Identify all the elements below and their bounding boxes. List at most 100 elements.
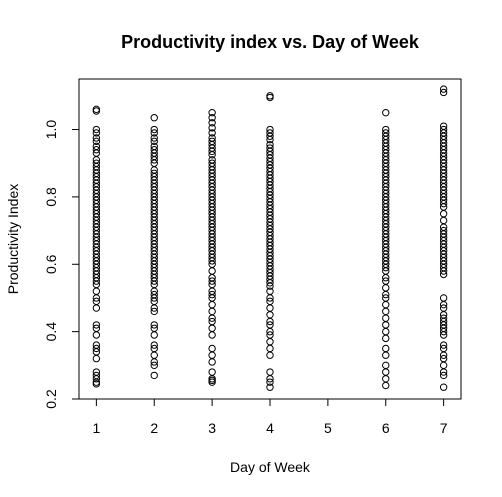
- data-point: [208, 307, 216, 316]
- data-point: [92, 321, 101, 329]
- data-point: [439, 361, 448, 370]
- data-point: [208, 124, 216, 132]
- data-point: [208, 300, 216, 309]
- data-point: [266, 375, 274, 383]
- data-point: [382, 321, 390, 329]
- x-axis: 1 2 3 4 5 6 7: [92, 398, 448, 436]
- x-axis-label: Day of Week: [230, 459, 311, 475]
- y-tick-label: 0.2: [43, 389, 59, 409]
- data-point: [439, 300, 448, 309]
- data-point: [382, 290, 390, 299]
- data-point: [150, 304, 158, 312]
- y-tick-label: 0.6: [43, 254, 59, 274]
- data-point: [266, 279, 274, 287]
- data-point: [208, 368, 216, 376]
- data-point: [150, 114, 158, 122]
- x-tick-label: 5: [324, 420, 332, 436]
- data-point: [382, 361, 390, 370]
- data-point: [92, 331, 101, 339]
- data-point: [266, 132, 274, 140]
- data-point: [208, 129, 216, 137]
- data-point: [266, 327, 274, 336]
- data-point: [92, 277, 101, 285]
- y-axis-label: Productivity Index: [5, 184, 21, 295]
- data-point: [382, 314, 390, 322]
- data-point: [266, 317, 274, 326]
- data-point: [439, 383, 448, 391]
- data-point: [382, 284, 390, 292]
- data-point: [208, 114, 216, 122]
- data-point: [150, 134, 158, 142]
- y-axis: 0.2 0.4 0.6 0.8 1.0: [43, 120, 80, 409]
- data-point: [439, 210, 448, 218]
- data-point: [382, 375, 390, 383]
- data-point: [266, 344, 274, 353]
- data-point: [382, 307, 390, 316]
- data-point: [208, 378, 216, 386]
- data-point: [92, 129, 101, 137]
- y-tick-label: 1.0: [43, 120, 59, 140]
- data-point: [150, 321, 158, 329]
- x-tick-label: 1: [92, 420, 100, 436]
- chart-title: Productivity index vs. Day of Week: [121, 32, 420, 52]
- data-point: [150, 294, 158, 302]
- data-point: [92, 137, 101, 146]
- data-point: [150, 277, 158, 285]
- data-point: [266, 378, 274, 386]
- data-point: [208, 290, 216, 299]
- y-tick-label: 0.8: [43, 187, 59, 207]
- data-point: [208, 257, 216, 265]
- data-point: [382, 327, 390, 336]
- x-tick-label: 3: [208, 420, 216, 436]
- data-point: [439, 267, 448, 275]
- data-point: [92, 380, 101, 388]
- data-point: [150, 358, 158, 366]
- data-point: [439, 216, 448, 225]
- data-point: [150, 361, 158, 370]
- data-point: [92, 134, 101, 142]
- data-point: [439, 331, 448, 339]
- data-points: [92, 85, 448, 391]
- data-point: [92, 294, 101, 302]
- data-point: [208, 324, 216, 332]
- data-point: [266, 311, 274, 319]
- data-point: [439, 270, 448, 279]
- data-point: [150, 156, 158, 164]
- data-point: [150, 341, 158, 349]
- data-point: [266, 93, 274, 102]
- data-point: [266, 368, 274, 376]
- data-point: [150, 125, 158, 134]
- data-point: [208, 147, 216, 156]
- data-point: [92, 344, 101, 353]
- data-point: [439, 368, 448, 376]
- x-tick-label: 4: [266, 420, 274, 436]
- data-point: [208, 344, 216, 353]
- data-point: [382, 300, 390, 309]
- data-point: [382, 368, 390, 376]
- data-point: [439, 371, 448, 380]
- data-point: [382, 344, 390, 353]
- data-point: [208, 277, 216, 285]
- data-point: [150, 129, 158, 137]
- data-point: [92, 125, 101, 134]
- data-point: [266, 294, 274, 302]
- data-point: [266, 135, 274, 144]
- data-point: [150, 331, 158, 339]
- data-point: [92, 146, 101, 154]
- data-point: [439, 85, 448, 93]
- data-point: [266, 383, 274, 391]
- data-point: [92, 287, 101, 295]
- data-point: [150, 351, 158, 359]
- data-point: [150, 137, 158, 146]
- data-point: [208, 119, 216, 127]
- data-point: [208, 351, 216, 359]
- data-point: [208, 358, 216, 366]
- data-point: [266, 304, 274, 312]
- data-point: [208, 331, 216, 339]
- data-point: [92, 375, 101, 383]
- data-point: [208, 314, 216, 322]
- data-point: [208, 151, 216, 159]
- data-point: [439, 351, 448, 359]
- data-point: [439, 294, 448, 302]
